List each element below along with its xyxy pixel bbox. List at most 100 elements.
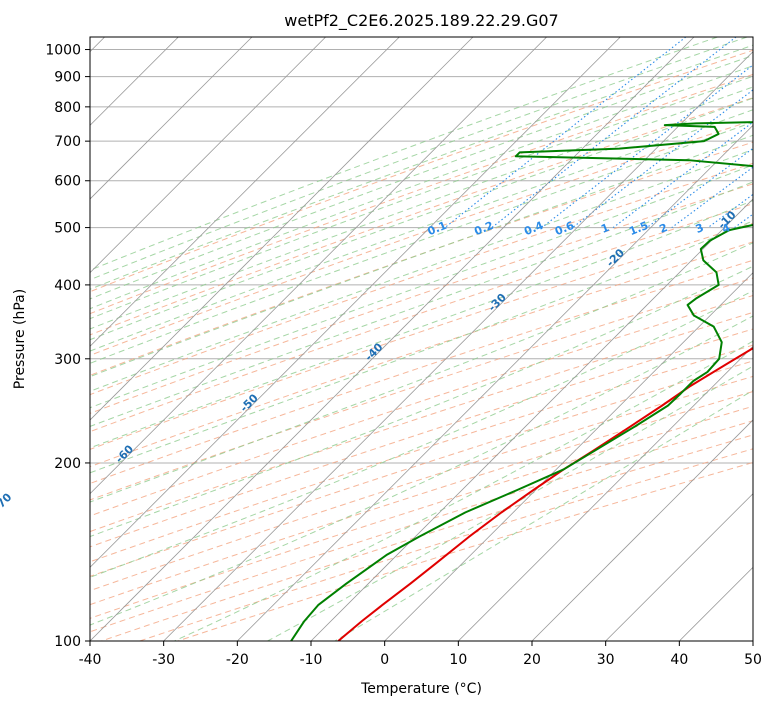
- moist-adiabat-line: [90, 65, 753, 310]
- moist-adiabat-line: [90, 86, 753, 330]
- mixing-ratio-line: [572, 89, 753, 229]
- mixing-ratio-line: [491, 37, 737, 229]
- dewpoint-profile-line: [290, 121, 753, 641]
- x-tick-label: 20: [523, 652, 541, 668]
- mixing-ratio-line: [734, 213, 753, 229]
- isotherm-line: [90, 37, 400, 347]
- isotherm-line: [310, 198, 753, 641]
- y-tick-label: 1000: [45, 43, 81, 59]
- x-tick-label: -40: [79, 652, 102, 668]
- mixing-ratio-line: [612, 121, 753, 229]
- x-tick-label: -10: [300, 652, 323, 668]
- grid-lines: [90, 49, 753, 641]
- x-tick-label: -20: [226, 652, 249, 668]
- isotherm-line: [237, 124, 753, 641]
- mixing-ratio-lines: [444, 37, 753, 229]
- x-axis-label: Temperature (°C): [360, 681, 482, 697]
- mixing-ratio-label: 0.6: [553, 219, 576, 238]
- mixing-ratio-line: [444, 37, 687, 229]
- isotherm-line: [163, 51, 753, 641]
- y-axis-ticks: 100 200 300 400 500 600 700 800 900 1000: [45, 43, 90, 650]
- isotherm-line: [458, 345, 753, 641]
- isotherm-line: [679, 566, 753, 641]
- moist-adiabat-line: [90, 265, 753, 538]
- dry-adiabat-line: [177, 461, 753, 641]
- dry-adiabat-line: [90, 97, 753, 336]
- x-tick-label: 0: [380, 652, 389, 668]
- y-tick-label: 900: [54, 70, 81, 86]
- dry-adiabat-line: [139, 448, 753, 641]
- isotherm-value-label: -30: [486, 291, 509, 314]
- y-axis-label: Pressure (hPa): [12, 289, 28, 389]
- isotherm-line: [90, 37, 547, 495]
- y-tick-label: 800: [54, 100, 81, 116]
- mixing-ratio-label: 1.5: [627, 219, 650, 238]
- isotherm-line: [90, 37, 253, 200]
- isotherms: [90, 37, 753, 641]
- dry-adiabat-line: [90, 328, 753, 548]
- mixing-ratio-label: 0.2: [472, 219, 495, 238]
- isotherm-value-label: -60: [113, 442, 136, 465]
- dry-adiabat-line: [90, 183, 753, 414]
- moist-adiabat-line: [90, 37, 748, 281]
- moist-adiabat-line: [90, 164, 753, 409]
- y-tick-label: 100: [54, 634, 81, 650]
- moist-adiabat-line: [267, 365, 753, 641]
- isotherm-value-label: -70: [0, 490, 15, 513]
- y-tick-label: 600: [54, 174, 81, 190]
- dry-adiabat-line: [90, 119, 753, 356]
- sounding-profiles: [290, 121, 753, 641]
- isotherm-line: [90, 37, 621, 568]
- dry-adiabats: [90, 49, 753, 641]
- moist-adiabat-line: [90, 44, 753, 290]
- dry-adiabat-line: [90, 203, 753, 433]
- dry-adiabat-line: [90, 141, 753, 376]
- dry-adiabat-line: [90, 222, 753, 450]
- plot-frame: [89, 36, 754, 642]
- dry-adiabat-line: [90, 375, 753, 592]
- isotherm-value-label: -20: [604, 246, 627, 269]
- dry-adiabat-line: [90, 360, 753, 577]
- y-tick-label: 700: [54, 134, 81, 150]
- y-tick-label: 200: [54, 456, 81, 472]
- moist-adiabat-line: [90, 242, 753, 503]
- x-tick-label: 30: [597, 652, 615, 668]
- x-tick-label: -30: [152, 652, 175, 668]
- moist-adiabat-line: [90, 37, 718, 271]
- x-tick-label: 10: [449, 652, 467, 668]
- moist-adiabat-line: [90, 181, 753, 427]
- mixing-ratio-line: [671, 166, 753, 229]
- moist-adiabat-line: [90, 54, 753, 300]
- isotherm-line: [384, 272, 753, 641]
- temperature-profile-line: [337, 347, 753, 641]
- moist-adiabat-line: [174, 340, 753, 641]
- dry-adiabat-line: [101, 434, 753, 641]
- moist-adiabat-line: [90, 75, 753, 320]
- x-tick-label: 40: [670, 652, 688, 668]
- mixing-ratio-label: 2: [658, 221, 670, 236]
- y-tick-label: 400: [54, 278, 81, 294]
- moist-adiabat-line: [90, 97, 753, 341]
- dry-adiabat-line: [90, 162, 753, 396]
- x-axis-ticks: -40 -30 -20 -10 0 10 20 30 40 50: [79, 641, 762, 668]
- mixing-ratio-label: 0.4: [522, 219, 545, 238]
- moist-adiabat-line: [90, 109, 753, 352]
- y-tick-label: 300: [54, 352, 81, 368]
- isotherm-line: [90, 37, 474, 421]
- isotherm-line: [605, 493, 753, 641]
- chart-title: wetPf2_C2E6.2025.189.22.29.G07: [284, 11, 558, 31]
- isotherm-line: [752, 640, 753, 641]
- x-tick-label: 50: [744, 652, 762, 668]
- mixing-ratio-label: 3: [694, 221, 706, 236]
- isotherm-line: [531, 419, 753, 641]
- mixing-ratio-labels: 0.1 0.2 0.4 0.6 1 1.5 2 3 4: [426, 219, 733, 238]
- mixing-ratio-label: 0.1: [426, 219, 449, 238]
- isotherm-line: [90, 37, 695, 641]
- y-tick-label: 500: [54, 221, 81, 237]
- isotherm-value-label: -40: [362, 340, 385, 363]
- mixing-ratio-line: [541, 64, 753, 229]
- dry-adiabat-line: [90, 344, 753, 563]
- moist-adiabat-line: [90, 199, 753, 449]
